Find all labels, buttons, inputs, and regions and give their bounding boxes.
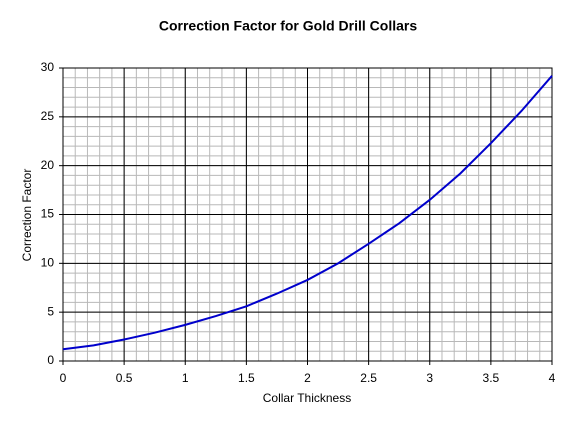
x-tick-label: 2 xyxy=(304,371,311,385)
y-tick-label: 30 xyxy=(41,60,55,74)
y-tick-label: 20 xyxy=(41,158,55,172)
x-tick-label: 3 xyxy=(426,371,433,385)
y-tick-label: 15 xyxy=(41,207,55,221)
x-tick-label: 1.5 xyxy=(238,371,255,385)
y-tick-label: 25 xyxy=(41,109,55,123)
data-line xyxy=(62,75,553,351)
y-tick-label: 10 xyxy=(41,256,55,270)
x-axis-title: Collar Thickness xyxy=(263,391,351,405)
y-axis-title: Correction Factor xyxy=(20,169,34,262)
y-tick-label: 5 xyxy=(47,304,54,318)
plot-border xyxy=(62,67,553,362)
chart-title: Correction Factor for Gold Drill Collars xyxy=(159,18,417,34)
x-tick-label: 3.5 xyxy=(483,371,500,385)
y-tick-label: 0 xyxy=(47,353,54,367)
x-tick-label: 0 xyxy=(60,371,67,385)
x-tick-label: 0.5 xyxy=(116,371,133,385)
x-tick-label: 4 xyxy=(549,371,556,385)
x-tick-label: 2.5 xyxy=(360,371,377,385)
x-tick-label: 1 xyxy=(182,371,189,385)
